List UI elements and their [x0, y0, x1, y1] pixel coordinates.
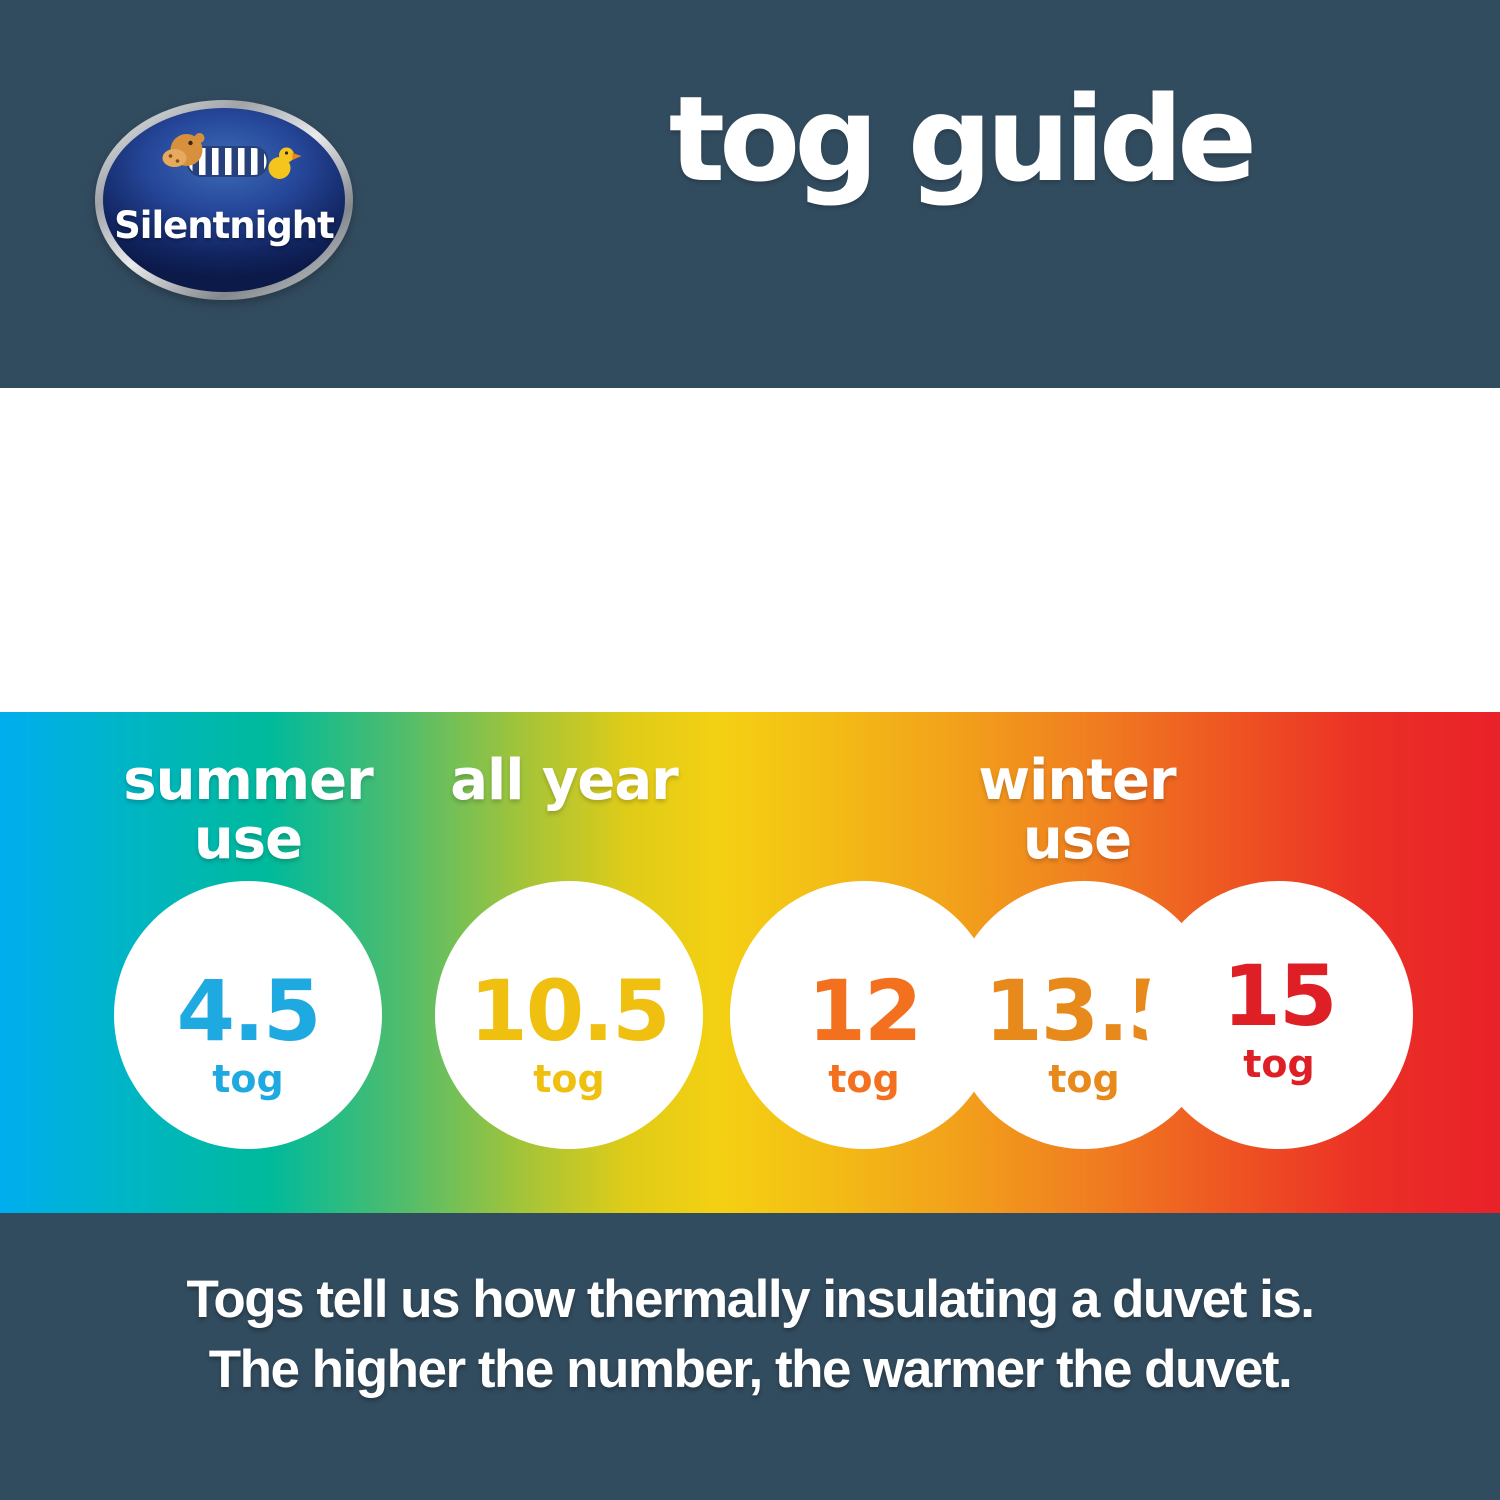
- label-line: use: [1022, 806, 1132, 872]
- tog-value: 10.5: [469, 962, 670, 1061]
- tog-circle-4-5: 4.5 tog: [114, 881, 382, 1149]
- page-title: tog guide: [668, 70, 1257, 208]
- tog-circle-content: 12 tog: [807, 962, 923, 1101]
- label-winter-use: winter use: [917, 748, 1237, 872]
- label-line: winter: [978, 748, 1176, 813]
- label-line: use: [193, 806, 303, 872]
- brand-wordmark: Silentnight: [114, 204, 335, 247]
- tog-circle-10-5: 10.5 tog: [435, 881, 703, 1149]
- footer-description: Togs tell us how thermally insulating a …: [0, 1265, 1500, 1406]
- footer-line-1: Togs tell us how thermally insulating a …: [186, 1270, 1315, 1329]
- tog-value: 12: [807, 962, 923, 1061]
- footer-band: Togs tell us how thermally insulating a …: [0, 1213, 1500, 1500]
- tog-unit: tog: [1243, 1041, 1315, 1086]
- tog-unit: tog: [828, 1056, 900, 1101]
- label-line: all year: [450, 748, 679, 813]
- silentnight-logo-face: Silentnight: [103, 108, 345, 292]
- tog-circle-content: 10.5 tog: [469, 962, 670, 1101]
- footer-line-2: The higher the number, the warmer the du…: [208, 1340, 1293, 1400]
- tog-unit: tog: [212, 1056, 284, 1101]
- tog-circle-content: 4.5 tog: [176, 962, 322, 1101]
- icons-band: [0, 388, 1500, 1043]
- tog-circle-15: 15 tog: [1145, 881, 1413, 1149]
- label-all-year: all year: [404, 748, 724, 813]
- label-summer-use: summer use: [88, 748, 408, 872]
- tog-value: 15: [1222, 947, 1338, 1046]
- tog-unit: tog: [533, 1056, 605, 1101]
- header-band: Silentnight tog guide: [0, 0, 1500, 388]
- tog-circle-content: 15 tog: [1222, 947, 1338, 1086]
- tog-value: 4.5: [176, 962, 322, 1061]
- hippo-and-duck-illustration: [162, 133, 302, 179]
- tog-unit: tog: [1048, 1056, 1120, 1101]
- label-line: summer: [123, 748, 374, 813]
- silentnight-logo: Silentnight: [95, 100, 353, 300]
